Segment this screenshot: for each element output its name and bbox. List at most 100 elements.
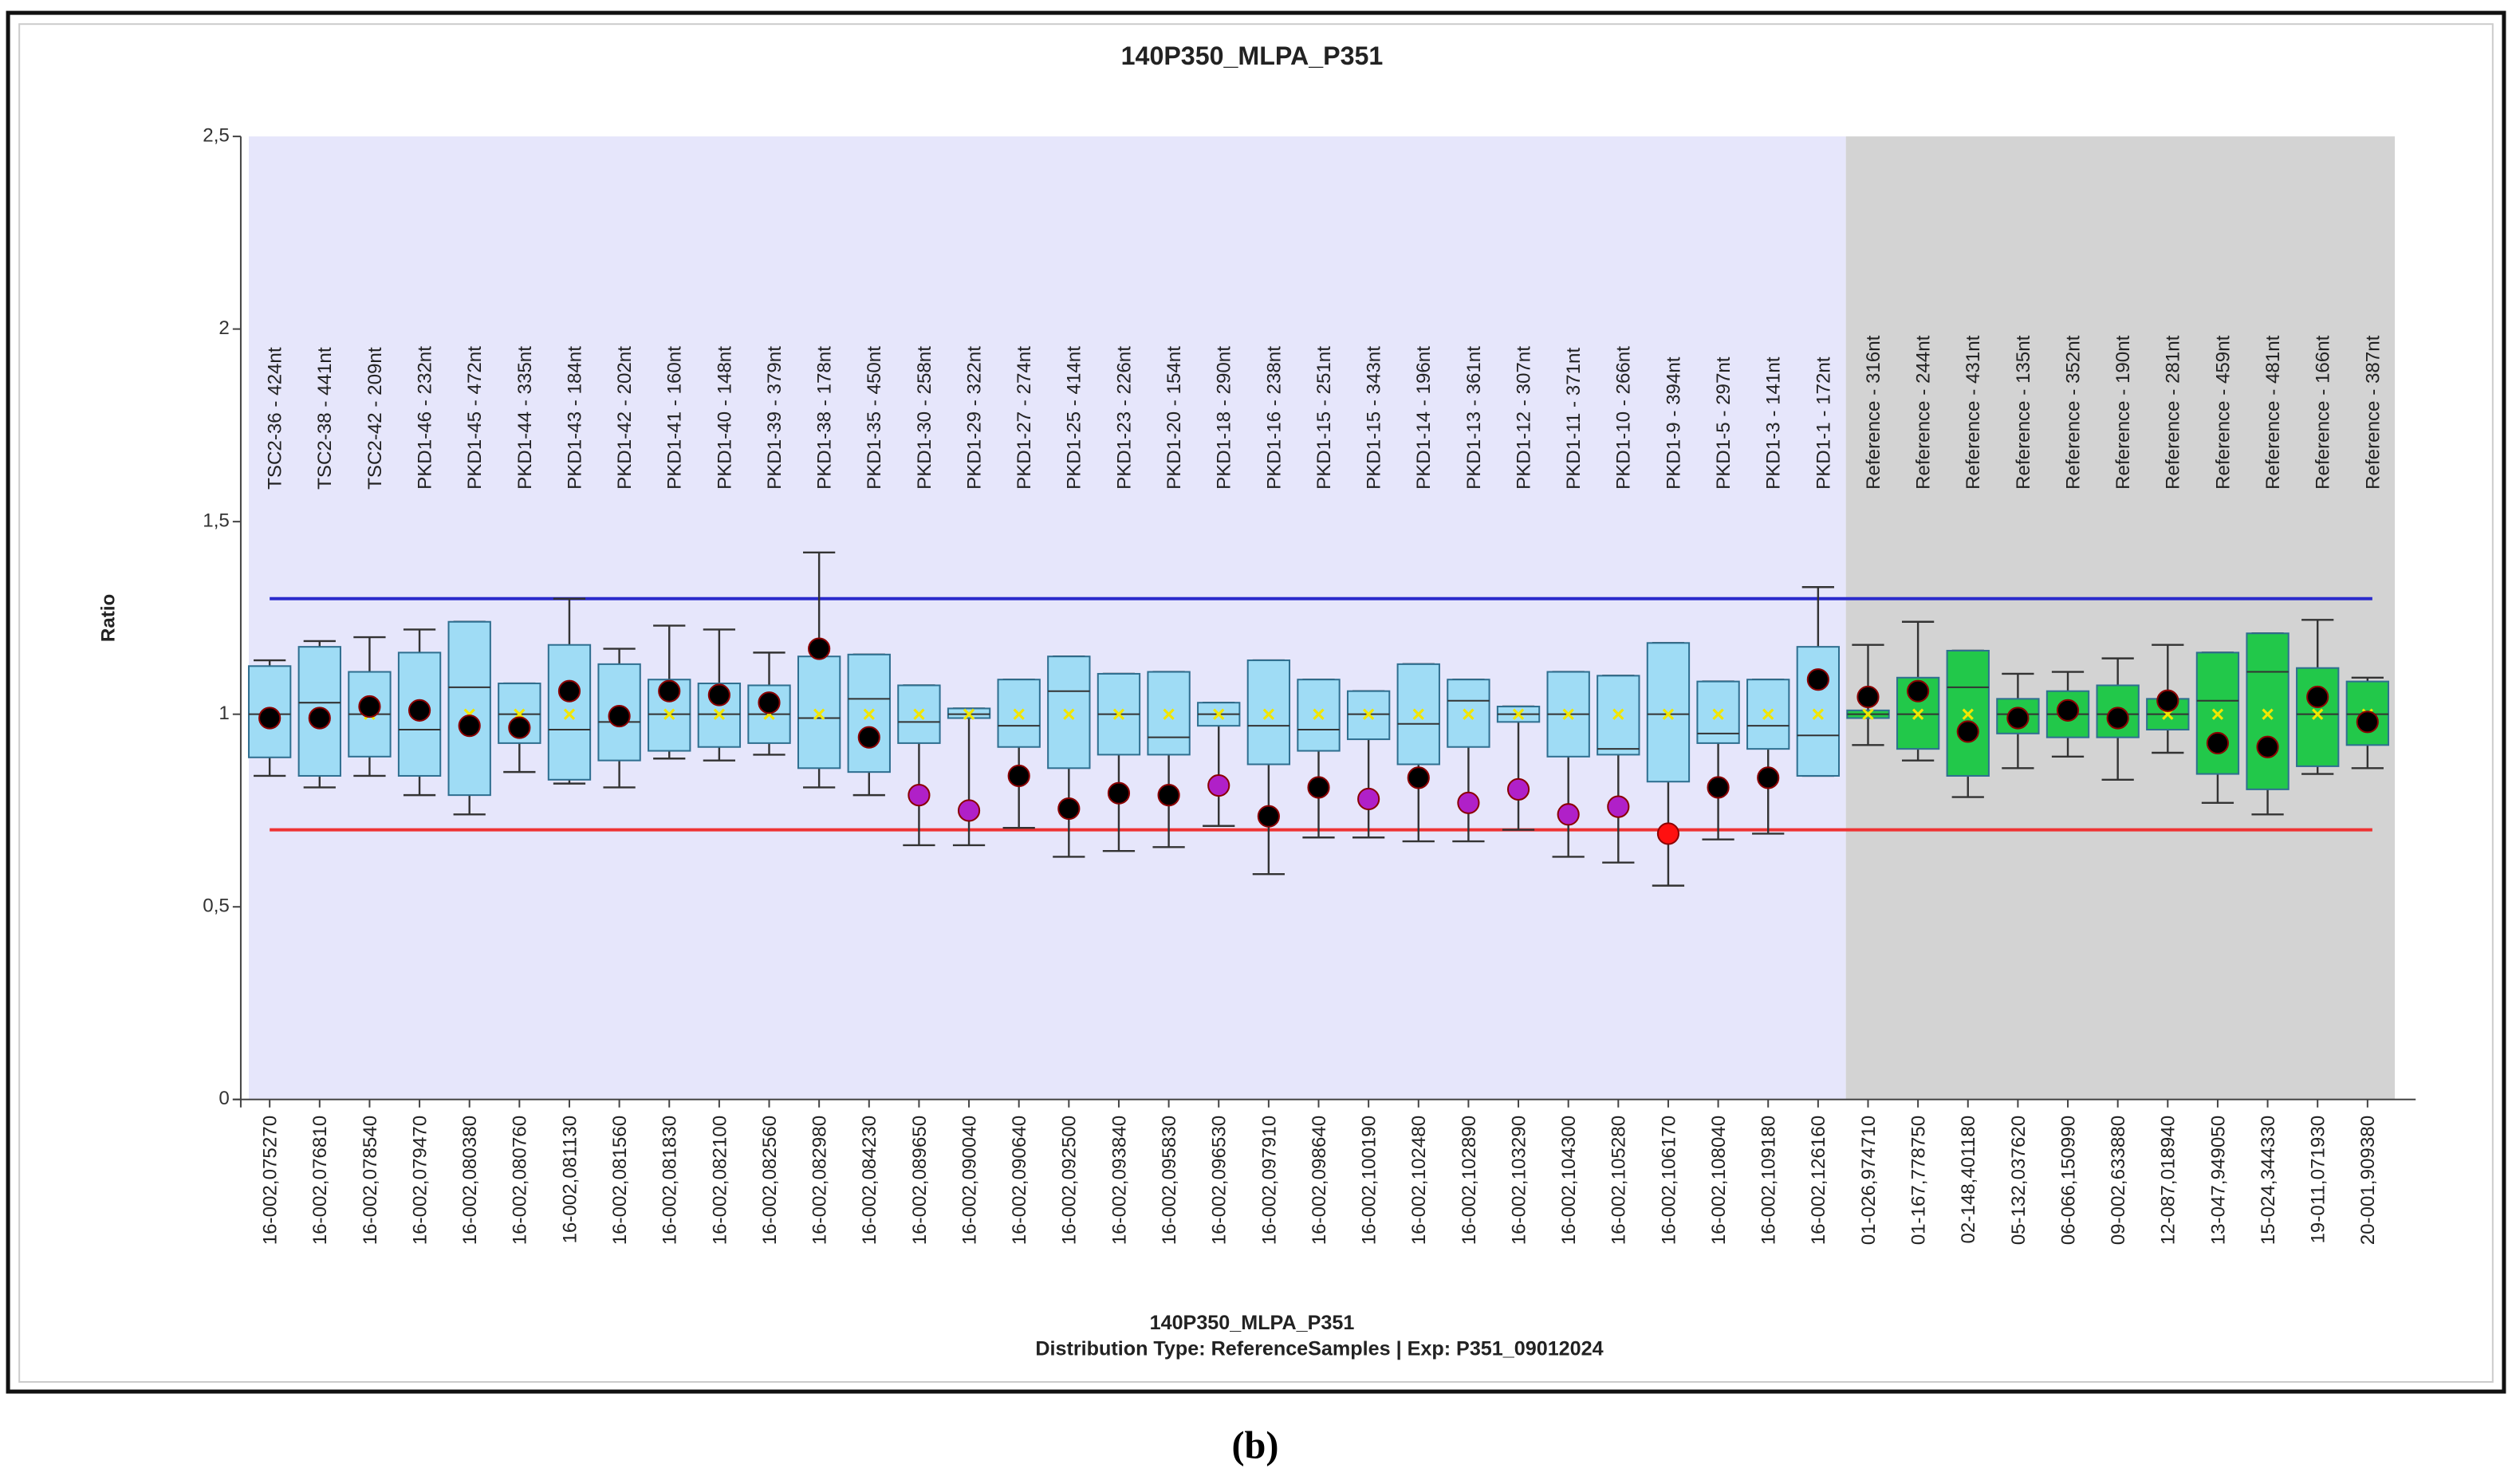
probe-label: TSC2-36 - 424nt [265,347,286,490]
y-tick-label: 2,5 [203,124,230,146]
probe-label: PKD1-25 - 414nt [1064,346,1085,490]
sample-label: 01-167,778750 [1908,1116,1930,1245]
sample-point [2106,707,2129,730]
sample-point [408,699,431,722]
sample-point [1856,685,1880,709]
sample-point [1656,822,1680,845]
probe-label: PKD1-11 - 371nt [1563,348,1585,490]
sample-label: 15-024,344330 [2258,1116,2279,1245]
sample-point [2356,711,2379,734]
sample-label: 16-002,081560 [609,1116,631,1245]
mean-marker [1063,708,1075,720]
probe-label: PKD1-9 - 394nt [1663,356,1684,490]
sample-label: 16-002,090640 [1009,1116,1030,1245]
probe-label: PKD1-41 - 160nt [664,346,686,490]
sample-label: 16-002,082560 [759,1116,781,1245]
sample-point [1607,795,1630,818]
mean-marker [1712,708,1724,720]
sample-label: 16-002,102890 [1459,1116,1480,1245]
mean-marker [713,708,726,720]
sample-point [2006,707,2030,730]
sample-point [2206,731,2230,754]
box [1796,646,1841,777]
sample-label: 16-002,082100 [709,1116,730,1245]
caption: (b) [1231,1425,1278,1467]
probe-label: PKD1-30 - 258nt [914,346,935,490]
sample-label: 13-047,949050 [2207,1116,2229,1245]
probe-label: PKD1-44 - 335nt [514,346,536,490]
sample-region [248,136,1846,1100]
sample-label: 16-002,098640 [1309,1116,1330,1245]
sample-label: 16-002,106170 [1658,1116,1679,1245]
sample-label: 16-002,104300 [1558,1116,1580,1245]
sample-point [1307,776,1330,799]
probe-label: PKD1-38 - 178nt [814,346,836,490]
mean-marker [2312,708,2324,720]
sample-label: 05-132,037620 [2008,1116,2030,1245]
plot: 0 0,5 1 1,5 2 2,5 TSC2-36 - 424nt 16-002,075270… [203,124,2390,1245]
sample-label: 16-002,081830 [659,1116,681,1245]
probe-label: Reference - 459nt [2212,335,2234,490]
chart-title: 140P350_MLPA_P351 [1121,41,1384,70]
sample-point [1457,791,1480,814]
probe-label: PKD1-35 - 450nt [864,346,885,490]
sample-label: 12-087,018940 [2158,1116,2179,1245]
box [1246,659,1291,766]
box [1646,642,1691,783]
probe-label: PKD1-27 - 274nt [1014,346,1035,490]
sample-label: 16-002,109180 [1758,1116,1780,1245]
sample-point [2306,685,2329,709]
probe-label: Reference - 166nt [2313,335,2334,490]
mean-marker [1362,708,1375,720]
sample-label: 16-002,126160 [1808,1116,1829,1245]
sample-label: 16-002,102480 [1408,1116,1430,1245]
probe-label: Reference - 352nt [2062,335,2084,490]
sample-label: 16-002,080380 [459,1116,481,1245]
sample-label: 16-002,090040 [959,1116,980,1245]
sample-point [2156,689,2179,712]
mean-marker [1762,708,1774,720]
probe-label: PKD1-42 - 202nt [614,346,636,490]
box [797,655,841,770]
probe-label: PKD1-16 - 238nt [1263,346,1285,490]
mean-marker [1862,708,1874,720]
sample-point [1357,787,1380,811]
probe-label: Reference - 281nt [2163,335,2184,490]
sample-point [808,637,831,660]
sample-label: 16-002,096530 [1209,1116,1230,1245]
mean-marker [1812,708,1825,720]
sample-point [458,714,481,738]
sample-point [2256,735,2279,758]
probe-label: Reference - 244nt [1913,335,1935,490]
mean-marker [2262,708,2274,720]
sample-point [557,679,581,703]
sample-point [258,707,282,730]
probe-label: PKD1-5 - 297nt [1713,356,1734,490]
sample-point [308,707,331,730]
sample-point [1506,777,1530,801]
frame [6,10,2506,1394]
sample-label: 09-002,633880 [2108,1116,2129,1245]
sample-point [1407,766,1430,789]
sample-label: 16-002,078540 [360,1116,381,1245]
y-tick-label: 1,5 [203,510,230,532]
sample-point [1757,766,1780,789]
sample-point [608,705,631,728]
probe-label: PKD1-46 - 232nt [414,346,435,490]
y-tick-label: 1 [219,703,229,724]
sample-label: 01-026,974710 [1858,1116,1880,1245]
sample-label: 16-002,079470 [409,1116,431,1245]
box [2246,632,2290,790]
probe-label: PKD1-15 - 251nt [1313,346,1335,490]
sample-point [2056,699,2080,722]
probe-label: PKD1-3 - 141nt [1763,356,1785,490]
probe-label: PKD1-15 - 343nt [1364,346,1385,490]
sample-label: 19-011,071930 [2308,1116,2329,1244]
sample-point [1157,784,1180,807]
probe-label: PKD1-18 - 290nt [1214,346,1235,490]
mean-marker [1962,708,1974,720]
mean-marker [2211,708,2224,720]
probe-label: PKD1-10 - 266nt [1613,346,1635,490]
probe-label: PKD1-45 - 472nt [464,346,486,490]
sample-point [1806,668,1829,691]
